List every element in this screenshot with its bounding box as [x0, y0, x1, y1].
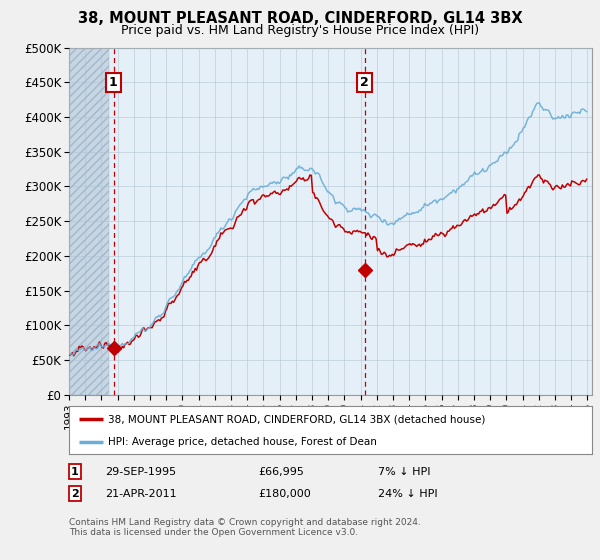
Text: HPI: Average price, detached house, Forest of Dean: HPI: Average price, detached house, Fore…: [108, 437, 377, 447]
Text: 2: 2: [360, 76, 369, 89]
Text: 38, MOUNT PLEASANT ROAD, CINDERFORD, GL14 3BX: 38, MOUNT PLEASANT ROAD, CINDERFORD, GL1…: [77, 11, 523, 26]
Text: 38, MOUNT PLEASANT ROAD, CINDERFORD, GL14 3BX (detached house): 38, MOUNT PLEASANT ROAD, CINDERFORD, GL1…: [108, 414, 485, 424]
Text: 1: 1: [109, 76, 118, 89]
Text: 24% ↓ HPI: 24% ↓ HPI: [378, 489, 437, 499]
Text: 7% ↓ HPI: 7% ↓ HPI: [378, 466, 431, 477]
Text: Price paid vs. HM Land Registry's House Price Index (HPI): Price paid vs. HM Land Registry's House …: [121, 24, 479, 36]
Text: £180,000: £180,000: [258, 489, 311, 499]
Text: 1: 1: [71, 466, 79, 477]
Text: Contains HM Land Registry data © Crown copyright and database right 2024.
This d: Contains HM Land Registry data © Crown c…: [69, 518, 421, 538]
Text: £66,995: £66,995: [258, 466, 304, 477]
Text: 29-SEP-1995: 29-SEP-1995: [105, 466, 176, 477]
Text: 21-APR-2011: 21-APR-2011: [105, 489, 176, 499]
Text: 2: 2: [71, 489, 79, 499]
